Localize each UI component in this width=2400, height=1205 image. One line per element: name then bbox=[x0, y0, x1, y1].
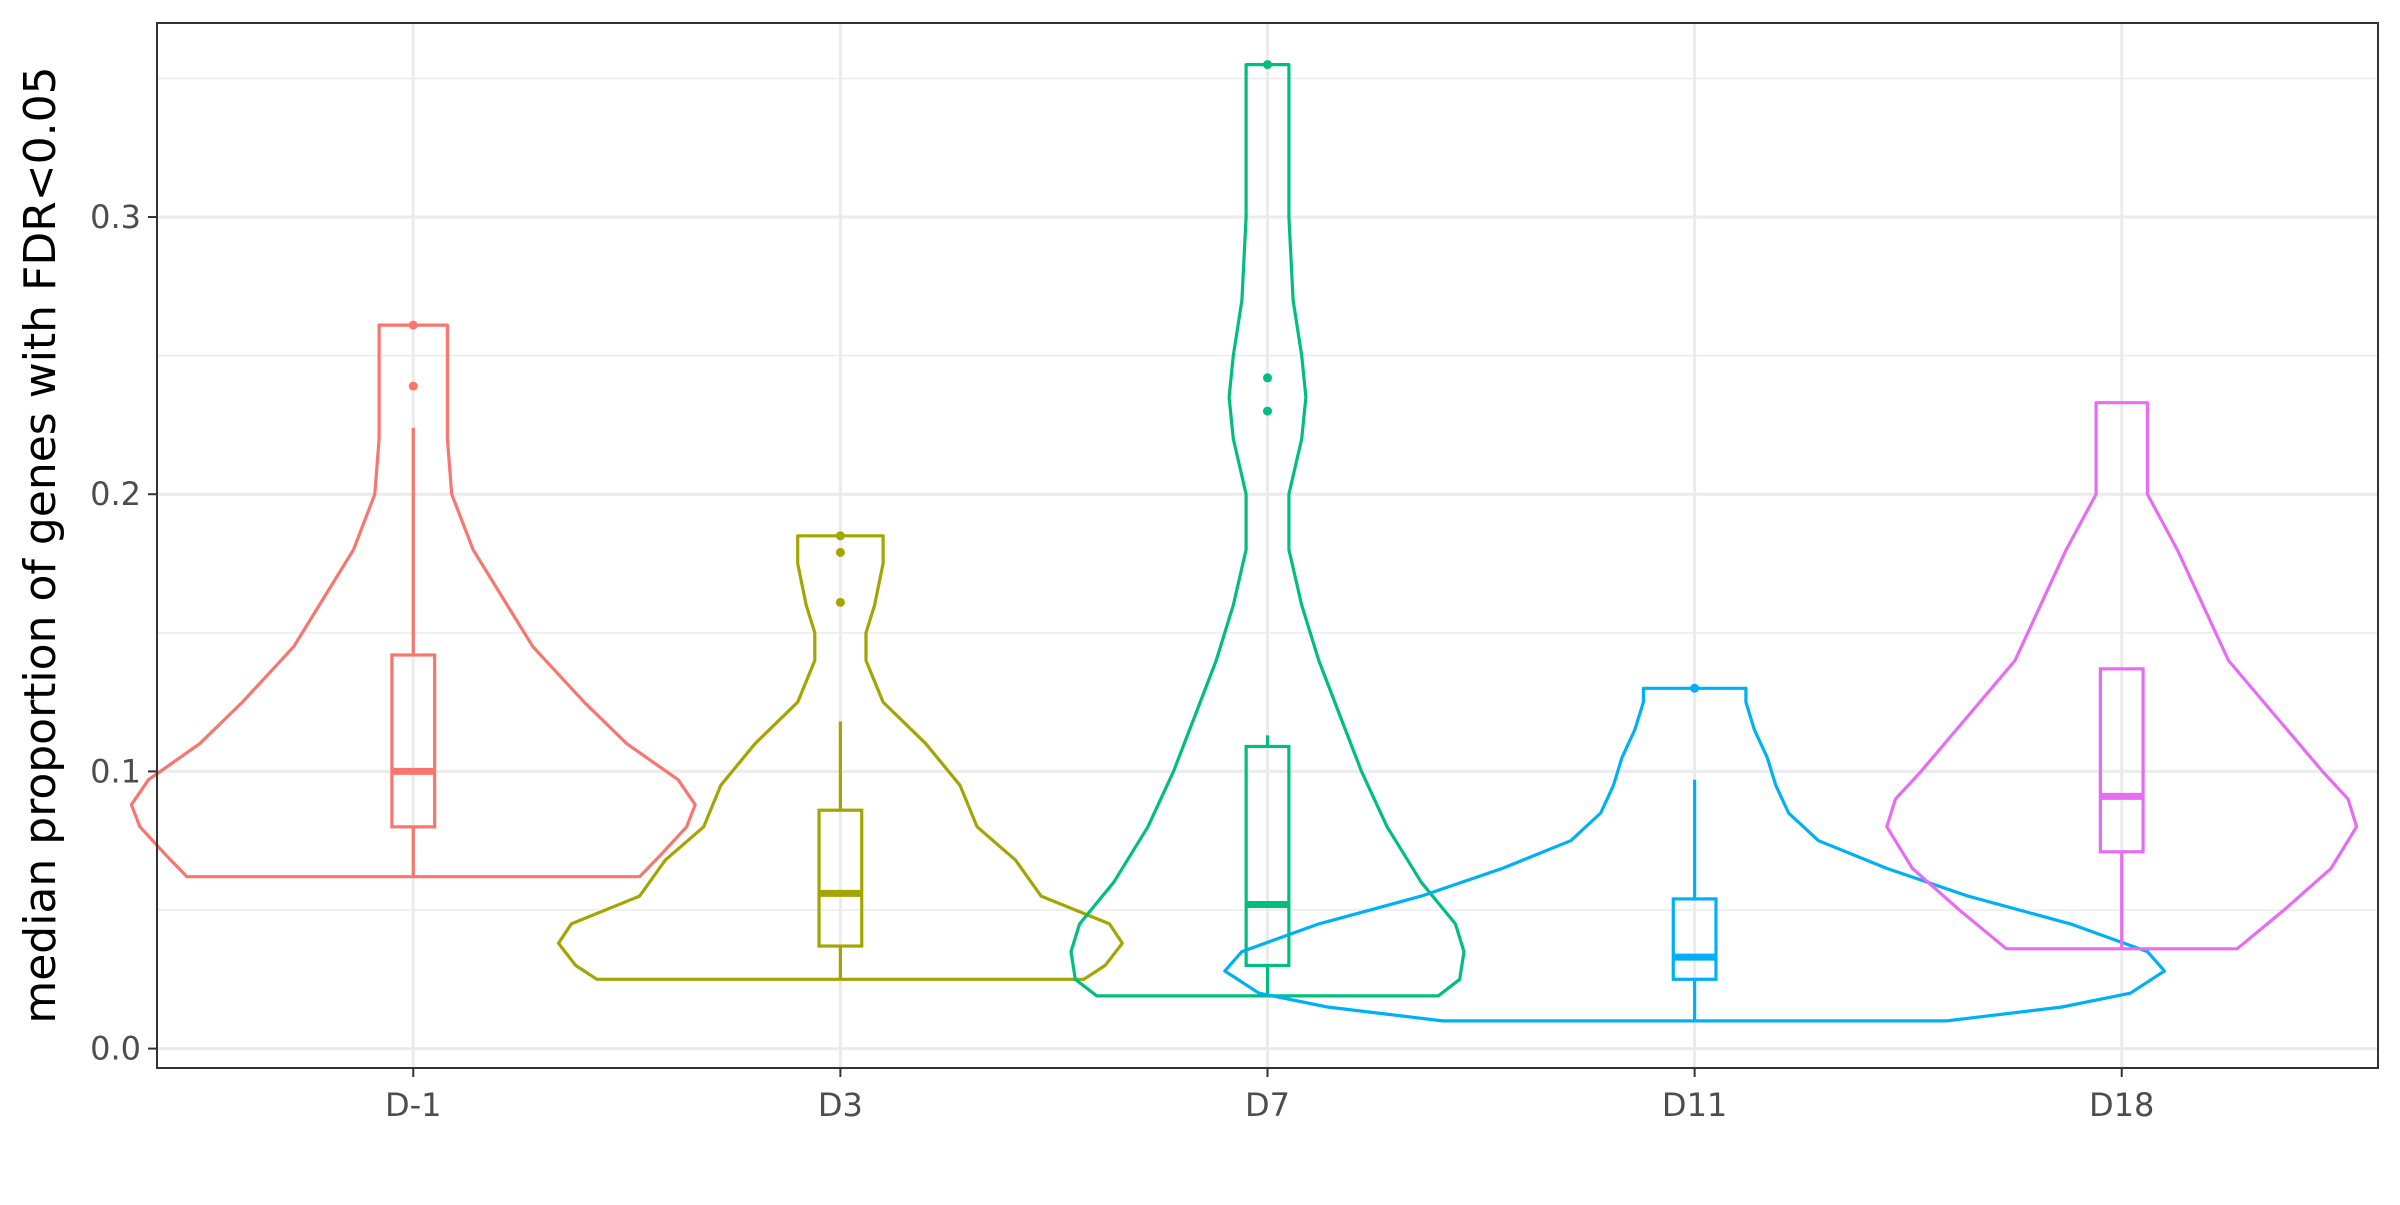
outlier-point bbox=[1263, 406, 1272, 416]
outlier-point bbox=[1263, 373, 1272, 383]
y-tick-label: 0.3 bbox=[90, 198, 141, 236]
box bbox=[390, 653, 437, 829]
x-tick-label: D7 bbox=[1245, 1086, 1290, 1124]
y-tick-label: 0.1 bbox=[90, 752, 141, 790]
outlier-point bbox=[835, 531, 845, 541]
x-tick-label: D-1 bbox=[385, 1086, 442, 1124]
box bbox=[817, 808, 864, 948]
outlier-point bbox=[408, 320, 418, 330]
x-tick-label: D11 bbox=[1662, 1086, 1727, 1124]
y-tick-label: 0.2 bbox=[90, 475, 141, 513]
outlier-point bbox=[1690, 683, 1700, 693]
outlier-point bbox=[1263, 60, 1272, 70]
violin-group-d18 bbox=[1885, 401, 2359, 951]
x-tick-label: D18 bbox=[2089, 1086, 2154, 1124]
outlier-point bbox=[835, 597, 845, 607]
y-axis-title: median proportion of genes with FDR<0.05 bbox=[15, 66, 66, 1023]
outlier-point bbox=[835, 547, 845, 557]
violin-group-d3 bbox=[556, 531, 1124, 981]
x-tick-label: D3 bbox=[818, 1086, 863, 1124]
violin-group-d7 bbox=[1069, 60, 1466, 998]
box bbox=[1244, 744, 1291, 968]
violin-group-d-1 bbox=[129, 320, 697, 879]
axes: 0.0 0.1 0.2 0.3 D-1 D3 D7 D11 D18 bbox=[90, 198, 2154, 1124]
box bbox=[2098, 667, 2145, 854]
outlier-point bbox=[408, 381, 418, 391]
violin-outline bbox=[1885, 401, 2359, 951]
box bbox=[1671, 897, 1718, 981]
violins bbox=[129, 60, 2359, 1023]
y-tick-label: 0.0 bbox=[90, 1030, 141, 1068]
